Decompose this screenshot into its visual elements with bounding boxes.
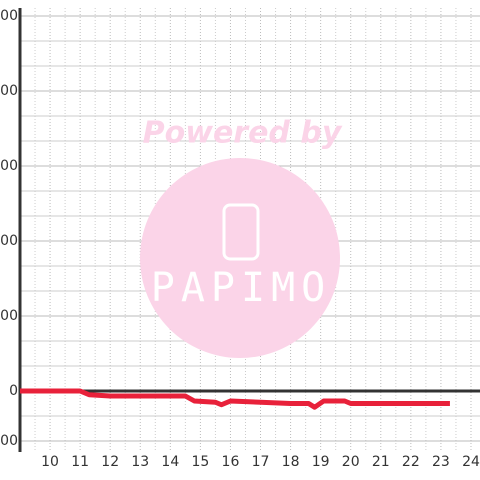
watermark: Powered by PAPIMO xyxy=(140,116,343,358)
x-tick-label: 17 xyxy=(252,454,270,470)
x-tick-label: 15 xyxy=(191,454,209,470)
x-tick-label: 19 xyxy=(312,454,330,470)
x-tick-label: 11 xyxy=(71,454,89,470)
x-tick-label: 20 xyxy=(342,454,360,470)
line-series xyxy=(20,388,450,410)
x-tick-label: 16 xyxy=(222,454,240,470)
y-tick-label: 60,000 xyxy=(0,233,18,249)
x-tick-label: 24 xyxy=(462,454,480,470)
watermark-title: Powered by xyxy=(143,116,343,151)
x-tick-label: 14 xyxy=(161,454,179,470)
x-tick-label: 13 xyxy=(131,454,149,470)
y-tick-label: 30,000 xyxy=(0,308,18,324)
x-tick-label: 18 xyxy=(282,454,300,470)
y-tick-label: 90,000 xyxy=(0,158,18,174)
y-tick-label: 0 xyxy=(9,383,18,399)
watermark-brand: PAPIMO xyxy=(151,265,332,311)
y-tick-label: -20,000 xyxy=(0,433,18,449)
x-tick-label: 10 xyxy=(41,454,59,470)
watermark-phone xyxy=(222,203,260,261)
x-tick-label: 12 xyxy=(101,454,119,470)
x-tick-label: 22 xyxy=(402,454,420,470)
x-tick-label: 23 xyxy=(432,454,450,470)
y-tick-label: 150,000 xyxy=(0,8,18,24)
x-tick-label: 21 xyxy=(372,454,390,470)
y-tick-label: 120,000 xyxy=(0,83,18,99)
